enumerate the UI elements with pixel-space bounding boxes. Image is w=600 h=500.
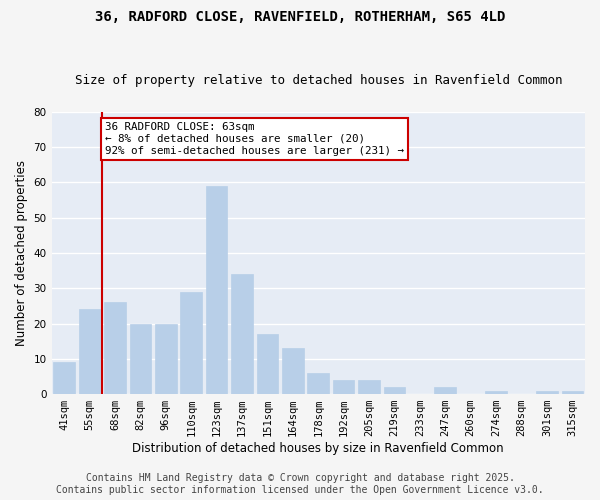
- Bar: [383, 387, 405, 394]
- Bar: [434, 387, 456, 394]
- Text: Contains HM Land Registry data © Crown copyright and database right 2025.
Contai: Contains HM Land Registry data © Crown c…: [56, 474, 544, 495]
- Bar: [79, 310, 100, 394]
- Bar: [206, 186, 227, 394]
- Y-axis label: Number of detached properties: Number of detached properties: [15, 160, 28, 346]
- Text: 36 RADFORD CLOSE: 63sqm
← 8% of detached houses are smaller (20)
92% of semi-det: 36 RADFORD CLOSE: 63sqm ← 8% of detached…: [105, 122, 404, 156]
- Text: 36, RADFORD CLOSE, RAVENFIELD, ROTHERHAM, S65 4LD: 36, RADFORD CLOSE, RAVENFIELD, ROTHERHAM…: [95, 10, 505, 24]
- Bar: [257, 334, 278, 394]
- Bar: [536, 390, 557, 394]
- Bar: [53, 362, 75, 394]
- Bar: [155, 324, 176, 394]
- X-axis label: Distribution of detached houses by size in Ravenfield Common: Distribution of detached houses by size …: [133, 442, 504, 455]
- Bar: [333, 380, 355, 394]
- Bar: [104, 302, 126, 394]
- Bar: [485, 390, 507, 394]
- Title: Size of property relative to detached houses in Ravenfield Common: Size of property relative to detached ho…: [74, 74, 562, 87]
- Bar: [562, 390, 583, 394]
- Bar: [307, 373, 329, 394]
- Bar: [130, 324, 151, 394]
- Bar: [358, 380, 380, 394]
- Bar: [181, 292, 202, 394]
- Bar: [231, 274, 253, 394]
- Bar: [282, 348, 304, 394]
